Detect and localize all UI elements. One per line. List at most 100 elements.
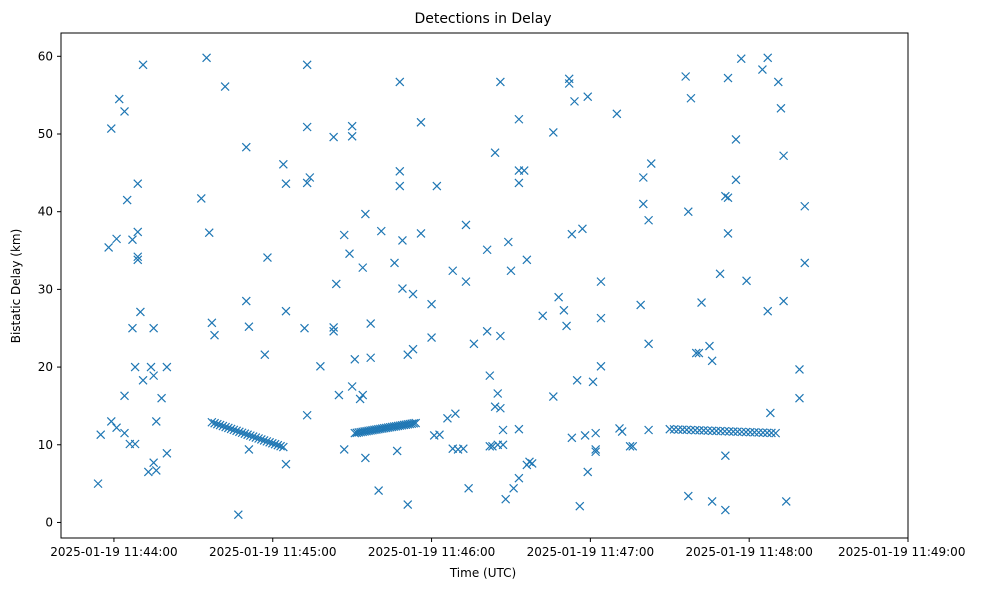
y-tick-label: 30 xyxy=(38,282,53,296)
data-point xyxy=(138,60,148,70)
data-point xyxy=(745,427,755,437)
data-point xyxy=(315,361,325,371)
data-point xyxy=(347,121,357,131)
data-point xyxy=(395,77,405,87)
data-point xyxy=(493,389,503,398)
y-axis-label: Bistatic Delay (km) xyxy=(9,229,23,344)
data-point xyxy=(300,323,309,333)
data-point xyxy=(245,431,255,441)
data-point xyxy=(215,420,225,430)
data-point xyxy=(583,92,593,102)
data-point xyxy=(771,428,781,438)
data-point xyxy=(567,433,577,443)
data-points xyxy=(93,53,810,520)
data-point xyxy=(636,300,646,310)
data-point xyxy=(360,453,370,463)
y-tick-label: 60 xyxy=(38,49,53,63)
x-tick-label: 2025-01-19 11:48:00 xyxy=(685,545,812,559)
data-point xyxy=(742,276,751,286)
data-point xyxy=(596,361,606,371)
data-point xyxy=(358,390,368,400)
data-point xyxy=(395,181,405,191)
data-point xyxy=(376,226,386,236)
data-point xyxy=(390,258,399,268)
data-point xyxy=(360,209,370,219)
data-point xyxy=(149,458,159,468)
data-point xyxy=(596,277,606,287)
data-point xyxy=(690,425,700,435)
data-point xyxy=(281,306,291,316)
data-point xyxy=(572,375,582,385)
data-point xyxy=(146,362,156,372)
data-point xyxy=(522,255,532,265)
data-point xyxy=(498,425,508,435)
data-point xyxy=(210,330,219,340)
data-point xyxy=(218,421,228,431)
data-point xyxy=(120,391,129,401)
data-point xyxy=(779,151,789,161)
data-point xyxy=(464,483,474,493)
data-point xyxy=(334,390,344,400)
data-point xyxy=(628,441,638,451)
data-point xyxy=(758,428,768,438)
data-point xyxy=(202,53,212,63)
data-point xyxy=(795,393,804,403)
data-point xyxy=(646,159,656,168)
x-tick-label: 2025-01-19 11:45:00 xyxy=(209,545,336,559)
data-point xyxy=(273,440,283,450)
data-point xyxy=(570,96,579,106)
data-point xyxy=(705,341,714,351)
data-point xyxy=(256,435,266,444)
data-point xyxy=(703,426,713,436)
data-point xyxy=(766,428,776,438)
data-point xyxy=(501,494,511,504)
data-point xyxy=(715,269,725,279)
data-point xyxy=(302,410,312,420)
data-point xyxy=(683,207,693,217)
data-point xyxy=(762,428,772,438)
y-axis-ticks: 0 10 20 30 40 50 60 xyxy=(38,49,61,529)
data-point xyxy=(490,402,500,412)
data-point xyxy=(276,441,286,451)
data-point xyxy=(133,255,143,265)
data-point xyxy=(548,128,558,137)
data-point xyxy=(443,413,452,423)
data-point xyxy=(773,77,783,87)
data-point xyxy=(720,505,730,515)
data-point xyxy=(776,103,786,113)
data-point xyxy=(800,258,810,268)
data-point xyxy=(128,323,137,333)
data-point xyxy=(244,322,254,332)
data-point xyxy=(151,417,161,426)
data-point xyxy=(644,215,654,225)
data-point xyxy=(278,159,288,169)
data-point xyxy=(130,439,140,449)
data-point xyxy=(683,491,693,501)
data-point xyxy=(495,403,505,413)
y-tick-label: 0 xyxy=(45,515,53,529)
data-point xyxy=(240,429,250,439)
data-point xyxy=(207,318,217,328)
data-point xyxy=(305,173,315,182)
data-point xyxy=(93,479,103,489)
data-point xyxy=(374,486,384,496)
data-point xyxy=(580,431,590,440)
data-point xyxy=(133,179,143,189)
data-point xyxy=(133,227,143,237)
data-point xyxy=(737,427,747,437)
x-tick-label: 2025-01-19 11:49:00 xyxy=(838,545,965,559)
data-point xyxy=(548,392,558,402)
data-point xyxy=(162,448,172,458)
data-point xyxy=(538,311,548,321)
data-point xyxy=(596,313,606,323)
data-point xyxy=(575,501,585,511)
data-point xyxy=(644,339,654,349)
data-point xyxy=(781,497,791,506)
data-point xyxy=(143,467,153,477)
data-point xyxy=(233,510,243,520)
data-point xyxy=(731,135,741,144)
data-point xyxy=(485,441,495,451)
data-point xyxy=(720,426,730,436)
data-point xyxy=(149,371,159,381)
data-point xyxy=(135,307,145,317)
